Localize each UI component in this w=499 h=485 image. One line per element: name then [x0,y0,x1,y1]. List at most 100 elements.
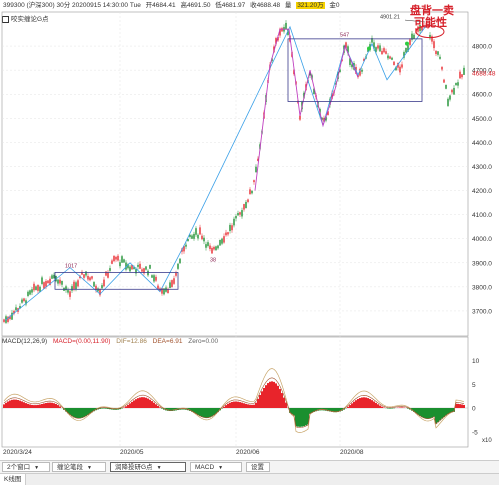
candle-body [239,212,240,214]
candle-body [189,235,190,237]
candle-body [151,275,152,278]
macd-bar [267,383,269,408]
chan-stroke-line [5,24,427,320]
date-axis: 2020/3/24 2020/05 2020/06 2020/08 [0,449,499,459]
price-axis-label: 4500.0 [472,116,492,123]
macd-bar [157,406,159,408]
candle-body [211,248,212,254]
candle-body [155,277,156,281]
candle-body [443,80,444,83]
macd-bar [305,408,307,425]
chevron-down-icon: ▼ [157,465,162,471]
candle-body [413,35,414,39]
candle-body [73,282,74,289]
candle-body [109,268,110,271]
macd-bar [351,403,353,408]
macd-dea: DEA=6.91 [153,338,183,345]
candle-body [203,238,204,242]
candle-body [247,199,248,202]
macd-bar [271,381,273,408]
macd-bar [389,408,391,409]
candle-body [193,234,194,239]
candle-body [39,287,40,292]
candle-body [385,51,386,54]
candle-body [379,45,380,51]
window-select-label: 2个窗口 [7,464,30,471]
tab-settings[interactable]: 设置 [246,462,270,472]
candle-body [241,210,242,216]
macd-bar [85,408,87,416]
macd-bar [431,408,433,418]
macd-bar [379,406,381,408]
macd-bar [241,403,243,408]
macd-bar [41,404,43,408]
macd-bar [459,404,461,408]
macd-bar [263,388,265,408]
candle-body [249,189,250,194]
macd-bar [123,407,125,408]
tab-gpoint-label: 润降投研G点 [115,464,153,471]
tab-macd[interactable]: MACD▼ [190,462,242,472]
macd-bar [225,405,227,408]
macd-bar [49,403,51,408]
macd-bar [31,405,33,408]
macd-bar [401,407,403,408]
candle-body [83,274,84,278]
candle-body [117,256,118,261]
candle-body [175,273,176,276]
candle-body [233,219,234,226]
macd-bar [79,408,81,418]
candle-body [435,51,436,54]
macd-bar [381,407,383,408]
macd-axis-label: -5 [472,429,478,436]
macd-bar [365,398,367,408]
candle-body [101,285,102,288]
candle-body [107,273,108,278]
macd-bar [211,408,213,416]
tab-macd-label: MACD [195,464,214,471]
macd-bar [139,397,141,408]
macd-bar [373,401,375,408]
candle-body [445,85,446,89]
candle-body [111,260,112,263]
macd-bar [439,408,441,420]
tab-kline-label: K线图 [4,476,21,483]
macd-bar [223,407,225,408]
candle-body [157,286,158,289]
macd-bar [207,408,209,418]
candle-body [389,56,390,58]
candle-body [35,286,36,290]
candle-body [243,204,244,210]
macd-bar [137,398,139,408]
candle-body [463,68,464,75]
tab-gpoint[interactable]: 润降投研G点 ▼ [110,462,186,472]
candle-body [391,58,392,60]
candle-body [207,242,208,246]
candle-body [173,278,174,284]
chevron-down-icon: ▼ [34,465,39,471]
macd-bar [461,405,463,408]
macd-axis-label: 0 [472,406,476,413]
candle-body [449,95,450,99]
macd-bar [277,386,279,408]
macd-bar [353,402,355,408]
candle-body [3,319,4,322]
macd-bar [441,408,443,419]
window-select[interactable]: 2个窗口 ▼ [2,462,50,472]
candle-body [447,99,448,106]
macd-bar [265,385,267,408]
candle-body [281,28,282,31]
tab-kline[interactable]: K线图 [0,474,26,485]
candle-body [433,41,434,48]
macd-bar [27,404,29,408]
candle-body [197,235,198,239]
macd-multiplier: x10 [482,438,492,444]
candle-body [87,276,88,280]
kline-chart[interactable]: 4800.04700.04600.04500.04400.04300.04200… [0,0,499,460]
macd-bar [203,408,205,418]
macd-bar [37,405,39,408]
candle-body [137,265,138,267]
price-axis-label: 4400.0 [472,140,492,147]
tab-chan[interactable]: 缠论笔段▼ [52,462,106,472]
macd-bar [429,408,431,418]
